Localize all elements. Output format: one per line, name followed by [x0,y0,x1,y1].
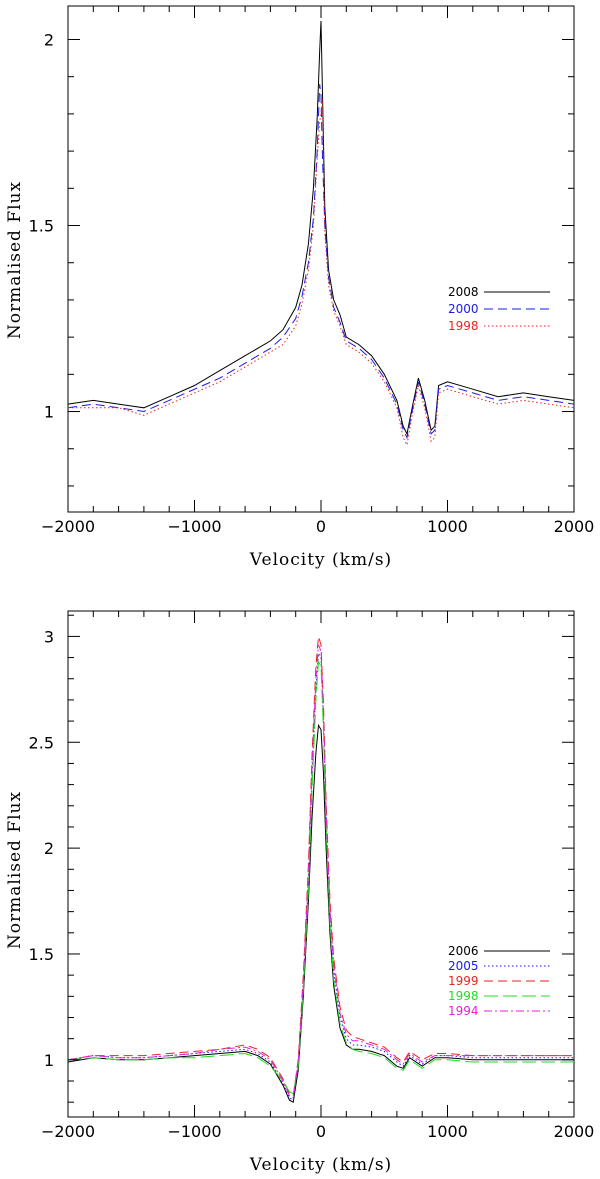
x-tick-label: −1000 [167,1122,221,1141]
y-tick-label: 3 [44,627,54,646]
bottom-y-axis-label: Normalised Flux [5,791,25,949]
legend-label-2005: 2005 [448,959,479,973]
y-tick-label: 1 [44,1051,54,1070]
top-legend: 2008 2000 1998 [448,285,550,333]
x-tick-label: 0 [316,517,326,536]
legend-label-1998: 1998 [448,319,479,333]
legend-label-1999: 1999 [448,974,479,988]
series-line-1998 [68,98,575,447]
bottom-series-group [67,636,574,1103]
bottom-ticks-group: −2000 −1000 0 1000 2000 1 1.5 2 2.5 3 [29,611,595,1141]
top-panel: −2000 −1000 0 1000 2000 1 1.5 2 2008 2000 1998 Ve… [5,5,595,570]
top-series-group [67,20,575,447]
legend-label-2000: 2000 [448,302,479,316]
series-line-1998 [67,660,574,1095]
y-tick-label: 2 [44,30,54,49]
series-line-2008 [67,20,575,436]
x-tick-label: −2000 [41,517,95,536]
legend-label-1998: 1998 [448,989,479,1003]
series-line-2005 [67,651,574,1101]
series-line-2000 [67,84,575,440]
legend-label-2008: 2008 [448,285,479,299]
x-tick-label: 1000 [427,517,468,536]
bottom-x-axis-label: Velocity (km/s) [249,1155,392,1175]
y-tick-label: 1.5 [29,945,54,964]
x-tick-label: 0 [316,1122,326,1141]
y-tick-label: 2 [44,839,54,858]
x-tick-label: −1000 [167,517,221,536]
top-ticks-group: −2000 −1000 0 1000 2000 1 1.5 2 [29,6,595,536]
x-tick-label: −2000 [41,1122,95,1141]
top-y-axis-label: Normalised Flux [5,181,25,339]
x-tick-label: 2000 [554,1122,595,1141]
x-tick-label: 2000 [554,517,595,536]
y-tick-label: 1 [44,403,54,422]
series-line-1994 [67,644,574,1099]
top-plot-frame [67,5,575,513]
y-tick-label: 1.5 [29,217,54,236]
bottom-plot-frame [67,610,575,1118]
legend-label-1994: 1994 [448,1004,479,1018]
x-tick-label: 1000 [427,1122,468,1141]
top-x-axis-label: Velocity (km/s) [249,550,392,570]
legend-label-2006: 2006 [448,944,479,958]
y-tick-label: 2.5 [29,733,54,752]
series-line-2006 [67,723,574,1103]
series-line-1999 [67,636,574,1097]
